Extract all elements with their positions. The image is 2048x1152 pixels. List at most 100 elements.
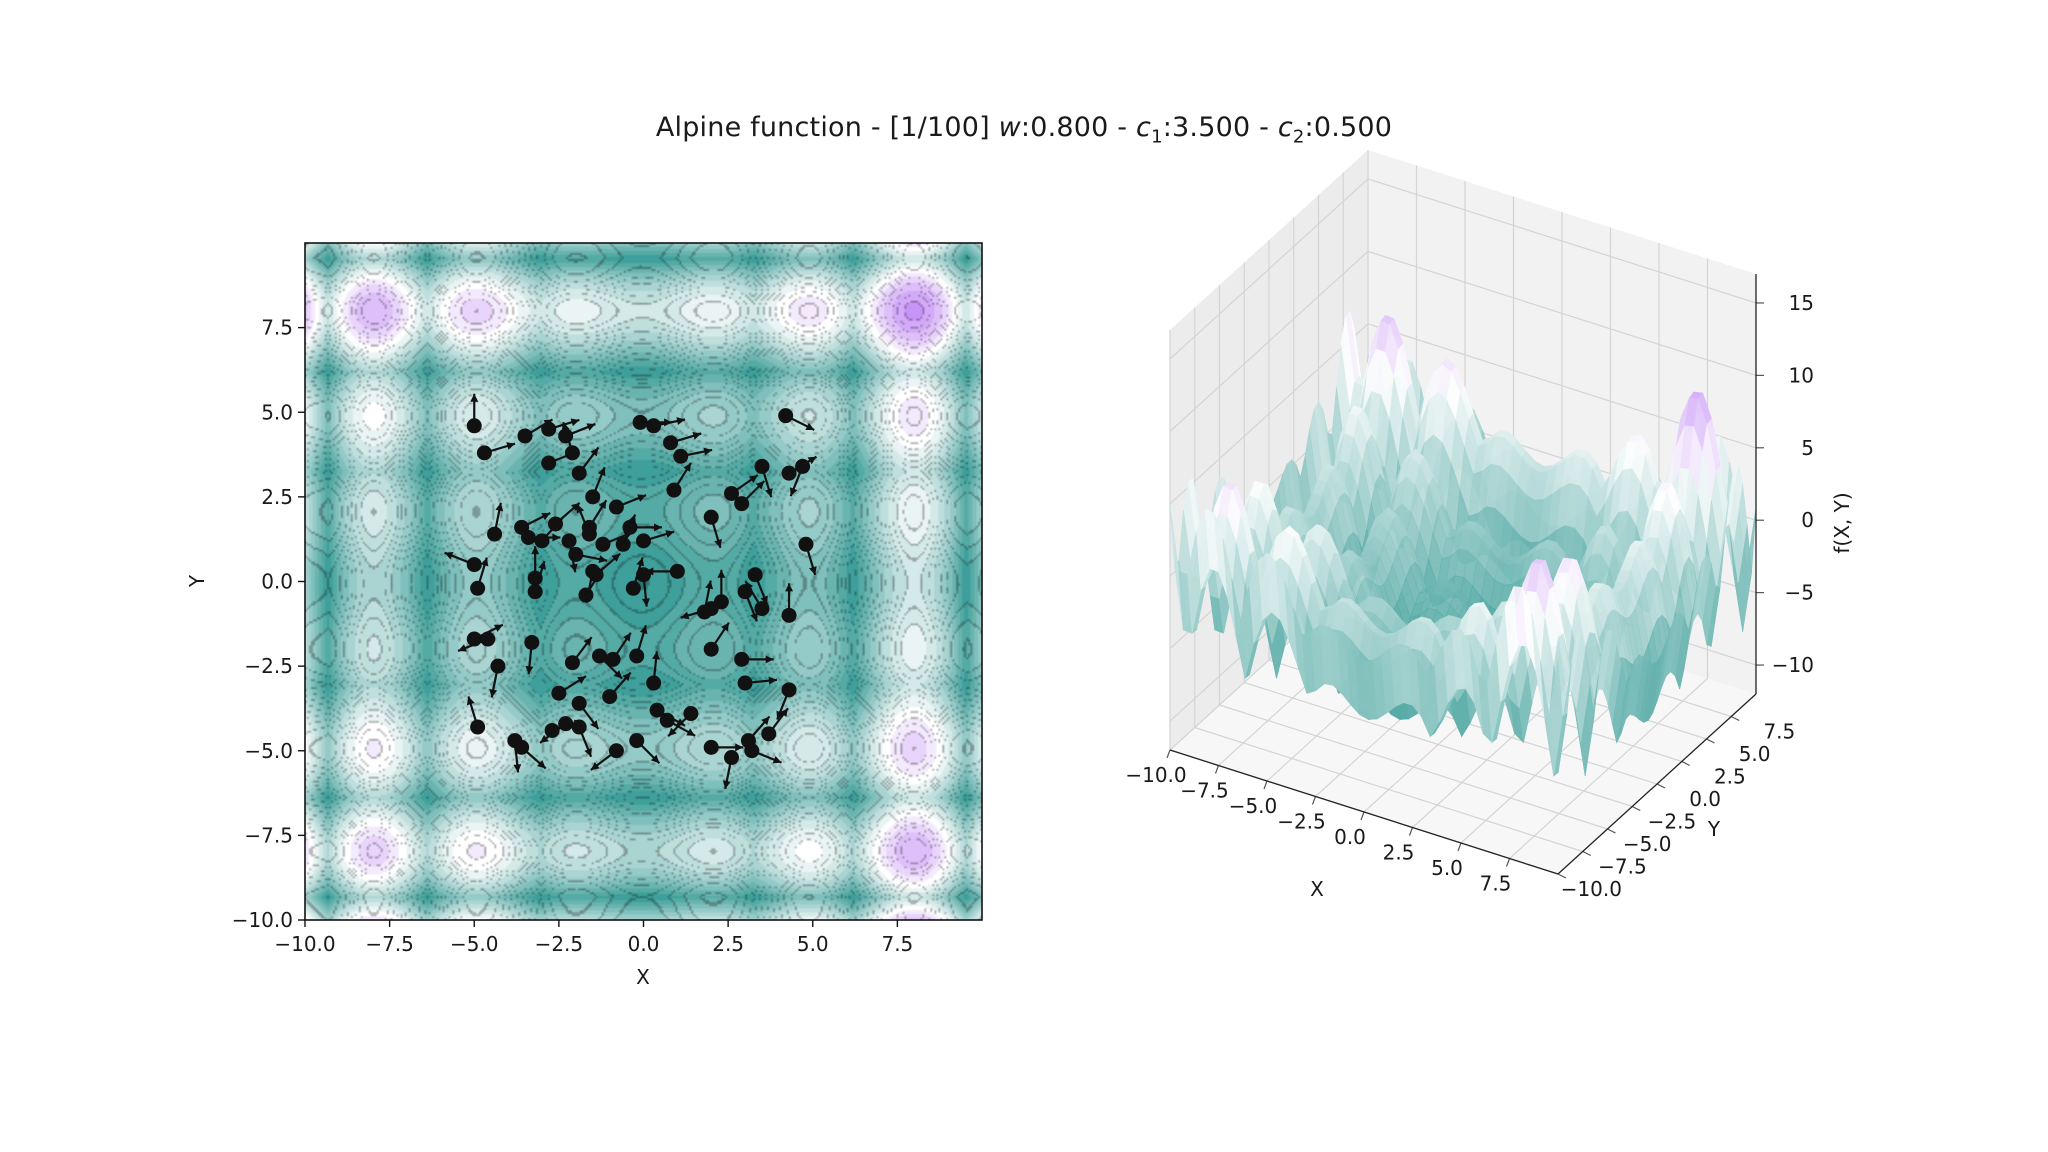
surface-axes: −10.0−10.0−7.5−7.5−5.0−5.0−2.5 −2.50.00.0… [1125, 274, 1814, 901]
particle-arrowhead [576, 504, 585, 514]
particle-arrowhead [641, 598, 650, 607]
particle-arrowhead [623, 632, 631, 642]
surface-x-tick [1457, 842, 1462, 852]
surface-y-tick-label: 7.5 [1763, 720, 1795, 744]
contour-y-tick-label: −2.5 [244, 654, 293, 678]
particle-arrowhead [637, 494, 647, 502]
particle [551, 685, 567, 701]
particle-arrowhead [750, 612, 758, 622]
particle-arrowhead [622, 672, 631, 682]
particle [781, 607, 797, 623]
particle [476, 445, 492, 461]
surface-z-tick-label: −10 [1772, 653, 1814, 677]
surface-y-tick [1681, 760, 1691, 767]
particle [622, 519, 638, 535]
contour-x-axis-label: X [636, 965, 650, 989]
contour-plot: −10.0−10.0 −7.5 −7.5 −5.0 −5.0 −2.5 −2.5 0.0 0.0… [185, 242, 983, 989]
particle-arrowhead [538, 561, 546, 570]
surface-x-tick [1311, 796, 1317, 805]
particle [615, 536, 631, 552]
particle-arrowhead [779, 708, 788, 718]
surface-x-tick [1505, 858, 1511, 867]
surface-x-tick-label: 5.0 [1431, 856, 1463, 880]
contour-x-tick-label: 5.0 [797, 932, 829, 956]
particle [737, 675, 753, 691]
particle [544, 722, 560, 738]
particle [608, 743, 624, 759]
particle [541, 421, 557, 437]
particle-arrowhead [569, 450, 579, 458]
particle-arrowhead [639, 625, 648, 635]
surface-x-tick-label: 0.0 [1334, 825, 1366, 849]
particle [703, 739, 719, 755]
particle [636, 533, 651, 549]
particle [629, 648, 645, 664]
surface-y-tick [1607, 828, 1616, 834]
particle [724, 750, 740, 766]
particle-arrowhead [595, 567, 603, 577]
particle-arrowhead [807, 456, 817, 465]
particle [625, 580, 641, 596]
contour-y-tick-label: −10.0 [232, 908, 293, 932]
particle-arrowhead [583, 637, 592, 646]
particle-arrowhead [703, 447, 713, 456]
particle [585, 563, 601, 579]
surface-x-tick-label: −10.0 [1125, 763, 1186, 787]
particle-arrowhead [760, 595, 768, 605]
particle [754, 458, 770, 474]
contour-y-tick-label: 5.0 [261, 400, 293, 424]
particle [646, 418, 662, 434]
particle-arrowhead [761, 716, 770, 726]
particle-arrowhead [745, 581, 754, 591]
surface-y-tick [1582, 850, 1592, 857]
surface-z-tick-label: 0 [1801, 508, 1814, 532]
surface-y-tick-label: −5.0 [1623, 832, 1672, 856]
particle-arrowhead [668, 727, 677, 737]
particle-arrowhead [683, 462, 691, 472]
particle-arrowhead [577, 676, 587, 684]
particle [578, 587, 594, 603]
particle-arrowhead [755, 481, 765, 490]
particle [561, 533, 577, 549]
surface-plot: −10.0−10.0−7.5−7.5−5.0−5.0−2.5 −2.50.00.0… [1125, 150, 1854, 901]
particle-arrowhead [540, 734, 549, 743]
particle-arrowhead [525, 665, 534, 675]
particle-arrowhead [489, 688, 498, 698]
surface-face [1548, 658, 1563, 776]
particle [761, 726, 777, 742]
surface-z-tick-label: 15 [1789, 291, 1814, 315]
grid-line [1169, 178, 1369, 360]
surface-y-tick [1706, 738, 1715, 744]
particle [754, 601, 770, 617]
particle-arrowhead [590, 447, 599, 457]
particle-arrowhead [809, 566, 817, 575]
surface-axis-line [1169, 749, 1559, 875]
particle [602, 689, 618, 705]
particle [795, 458, 811, 474]
contour-y-axis-label: Y [185, 574, 209, 588]
particle [747, 567, 763, 583]
particle [527, 584, 543, 600]
surface-y-tick [1656, 783, 1666, 789]
particle-arrowhead [586, 423, 596, 431]
particle [541, 455, 557, 471]
particle-arrowhead [645, 567, 654, 576]
grid-line [1367, 178, 1757, 304]
particle-arrowhead [458, 644, 467, 652]
particle-arrowhead [561, 422, 570, 432]
grid-line [1169, 323, 1369, 505]
surface-x-tick-label: −5.0 [1229, 794, 1278, 818]
contour-axes: −10.0−10.0 −7.5 −7.5 −5.0 −5.0 −2.5 −2.5 0.0 0.0… [232, 316, 914, 956]
surface-z-tick-label: 10 [1789, 363, 1814, 387]
particle-arrowhead [470, 393, 479, 402]
particle [632, 414, 648, 430]
surface-axis-line [1557, 693, 1757, 875]
particle-arrowhead [714, 539, 722, 548]
particle-arrowhead [569, 563, 578, 573]
particle-arrowhead [506, 442, 516, 450]
surface-z-axis-label: f(X, Y) [1830, 492, 1854, 553]
particle [564, 655, 580, 671]
contour-y-tick-label: 0.0 [261, 570, 293, 594]
surface-y-tick-label: 2.5 [1714, 765, 1746, 789]
particle [683, 706, 699, 722]
